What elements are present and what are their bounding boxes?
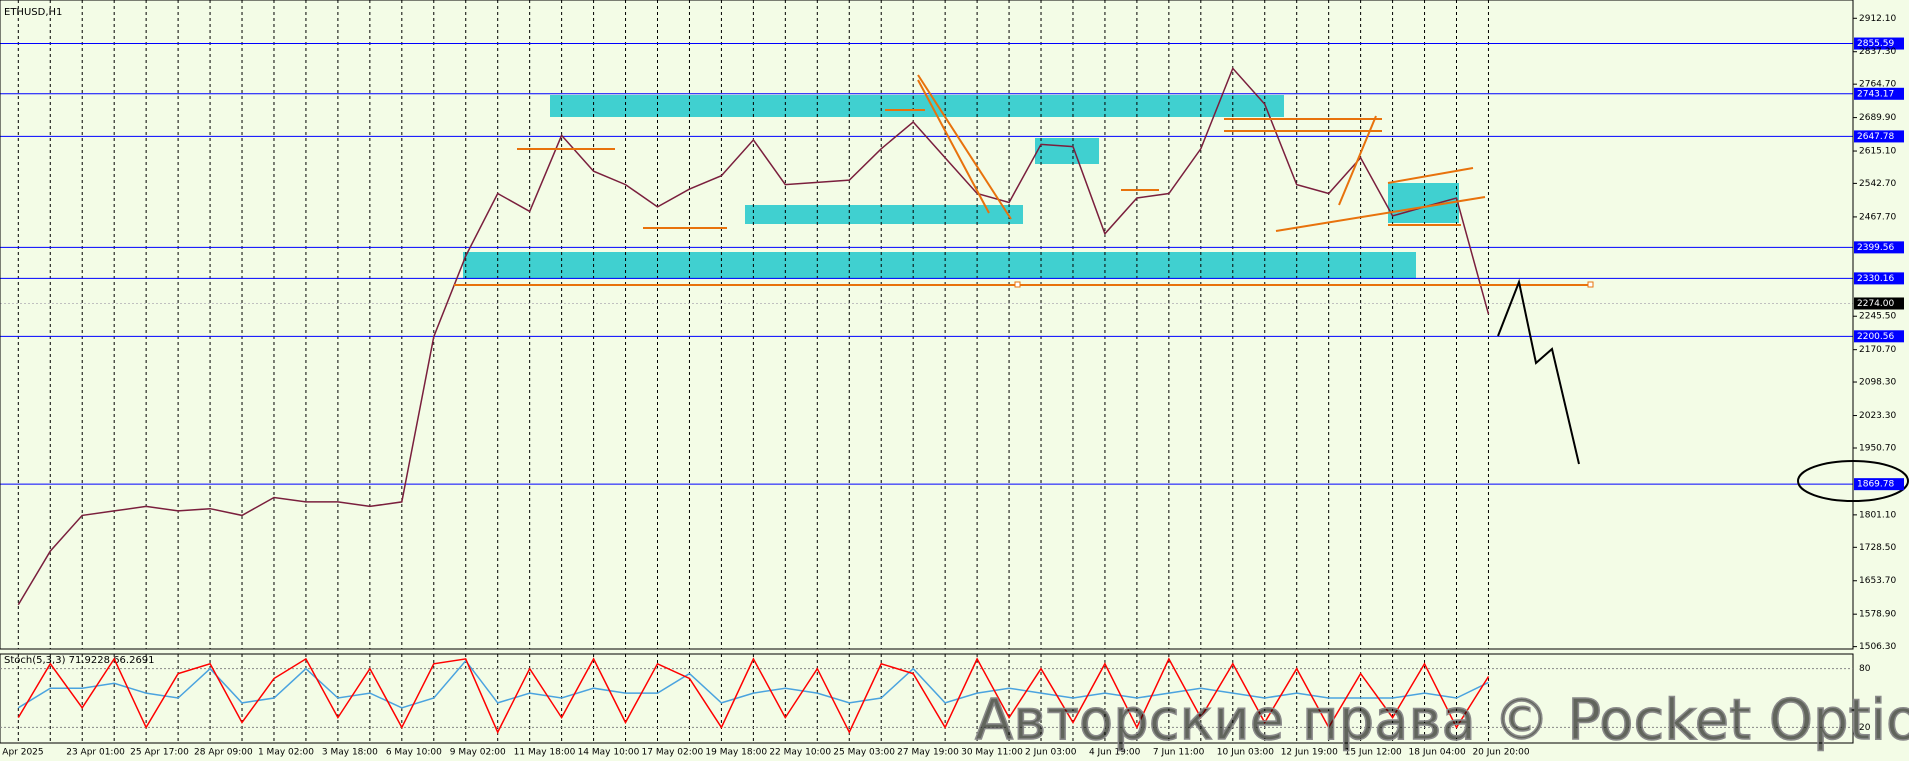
- trend-line: [1275, 196, 1486, 232]
- y-tick-label: 1950.70: [1859, 443, 1896, 453]
- x-tick-label: 10 Jun 03:00: [1217, 748, 1274, 758]
- x-tick-label: 1 May 02:00: [258, 748, 314, 758]
- level-label-box: [1854, 130, 1904, 143]
- y-tick-label: 2170.70: [1859, 345, 1896, 355]
- x-tick-label: 11 May 18:00: [514, 748, 576, 758]
- y-tick-label: 1506.30: [1859, 642, 1896, 652]
- trend-line: [917, 79, 990, 214]
- y-tick-label: 2912.10: [1859, 14, 1896, 24]
- indicator-label: Stoch(5,3,3) 71.9228 66.2691: [4, 655, 155, 666]
- zone: [550, 95, 1284, 117]
- x-tick-label: 25 Apr 17:00: [130, 748, 189, 758]
- x-tick-label: 23 Apr 01:00: [66, 748, 125, 758]
- data-layer: [0, 0, 1853, 743]
- level-label-box: [1854, 330, 1904, 343]
- level-label: 2855.59: [1857, 39, 1894, 49]
- indicator-frame: [0, 653, 1854, 744]
- zone: [1035, 138, 1099, 164]
- x-tick-label: 30 May 11:00: [961, 748, 1023, 758]
- y-tick-label: 1728.50: [1859, 543, 1896, 553]
- level-label: 2200.56: [1857, 332, 1894, 342]
- y-tick-label: 2689.90: [1859, 113, 1896, 123]
- indicator-tick-label: 80: [1859, 664, 1871, 674]
- y-tick-label: 2098.30: [1859, 378, 1896, 388]
- y-tick-label: 2245.50: [1859, 312, 1896, 322]
- x-tick-label: 28 Apr 09:00: [194, 748, 253, 758]
- chart-title: ETHUSD,H1: [4, 7, 62, 18]
- x-tick-label: 7 Jun 11:00: [1153, 748, 1205, 758]
- x-tick-label: 25 May 03:00: [833, 748, 895, 758]
- indicator-line: [17, 657, 1490, 734]
- x-tick-label: 4 Jun 19:00: [1089, 748, 1141, 758]
- level-label-box: [1854, 37, 1904, 50]
- y-tick-label: 2542.70: [1859, 179, 1896, 189]
- trend-line: [1387, 167, 1474, 184]
- level-label-box: [1854, 478, 1904, 491]
- current-price-box: [1854, 297, 1904, 310]
- x-tick-label: 19 May 18:00: [705, 748, 767, 758]
- x-tick-label: 2 Jun 03:00: [1025, 748, 1077, 758]
- x-tick-label: 20 Jun 20:00: [1472, 748, 1529, 758]
- level-label: 2399.56: [1857, 243, 1894, 253]
- y-tick-label: 2837.30: [1859, 47, 1896, 57]
- trend-line: [917, 74, 1012, 220]
- y-tick-label: 1578.90: [1859, 610, 1896, 620]
- x-tick-label: 17 May 02:00: [642, 748, 704, 758]
- current-price-label: 2274.00: [1857, 299, 1894, 309]
- x-tick-label: 18 Jun 04:00: [1409, 748, 1466, 758]
- x-tick-label: 14 May 10:00: [578, 748, 640, 758]
- plot-frame: [0, 0, 1854, 650]
- y-tick-label: 2764.70: [1859, 80, 1896, 90]
- x-tick-label: 12 Jun 19:00: [1281, 748, 1338, 758]
- handle: [1587, 281, 1594, 288]
- indicator-tick-label: 20: [1859, 723, 1871, 733]
- level-label: 2647.78: [1857, 132, 1894, 142]
- indicator-line: [17, 659, 1489, 709]
- y-tick-label: 2615.10: [1859, 147, 1896, 157]
- forecast-arrow: [1497, 278, 1580, 465]
- x-tick-label: 22 May 10:00: [769, 748, 831, 758]
- y-tick-label: 1801.10: [1859, 510, 1896, 520]
- x-tick-label: Apr 2025: [2, 748, 43, 758]
- x-tick-label: 15 Jun 12:00: [1345, 748, 1402, 758]
- drawings: [454, 74, 1594, 288]
- trend-line: [1338, 115, 1377, 206]
- y-tick-label: 2023.30: [1859, 411, 1896, 421]
- level-label: 2743.17: [1857, 89, 1894, 99]
- level-label-box: [1854, 241, 1904, 254]
- y-tick-label: 2467.70: [1859, 212, 1896, 222]
- handle: [1014, 281, 1021, 288]
- level-label: 1869.78: [1857, 480, 1894, 490]
- x-tick-label: 6 May 10:00: [386, 748, 442, 758]
- level-label-box: [1854, 272, 1904, 285]
- zones: [463, 95, 1459, 279]
- x-tick-label: 9 May 02:00: [450, 748, 506, 758]
- x-tick-label: 27 May 19:00: [897, 748, 959, 758]
- x-tick-label: 3 May 18:00: [322, 748, 378, 758]
- watermark: Авторские права © Pocket Option: [975, 688, 1909, 753]
- y-tick-label: 1653.70: [1859, 576, 1896, 586]
- level-label-box: [1854, 87, 1904, 100]
- level-label: 2330.16: [1857, 274, 1894, 284]
- zone: [463, 252, 1416, 279]
- zone: [745, 205, 1023, 224]
- price-line: [17, 66, 1490, 606]
